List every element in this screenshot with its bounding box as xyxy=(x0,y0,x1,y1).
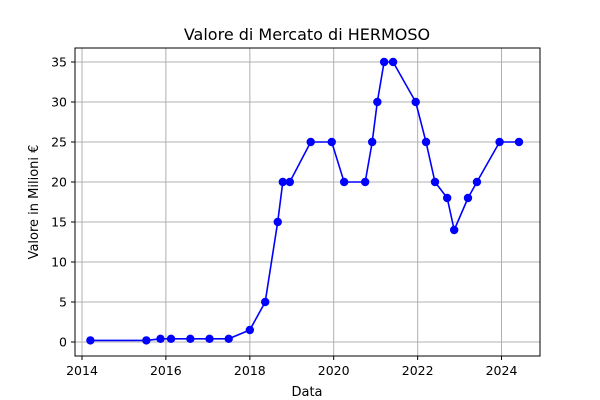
data-point xyxy=(224,334,233,343)
y-tick-label: 15 xyxy=(51,215,67,230)
data-point xyxy=(411,97,420,107)
x-tick-label: 2016 xyxy=(150,363,182,378)
data-point xyxy=(360,177,370,187)
y-axis-label: Valore in Milioni € xyxy=(27,145,42,260)
data-point xyxy=(430,177,440,187)
data-point xyxy=(261,297,270,307)
data-point xyxy=(278,177,288,187)
data-point xyxy=(449,225,459,235)
y-tick-label: 20 xyxy=(51,175,67,190)
data-point xyxy=(339,177,349,187)
data-point xyxy=(142,336,151,345)
x-tick-label: 2014 xyxy=(66,363,98,378)
axis-ticks: 2014 2016 2018 2020 2022 2024 0 5 10 15 20 25 30 35 xyxy=(51,55,517,379)
y-tick-label: 5 xyxy=(59,295,67,310)
y-tick-label: 10 xyxy=(51,255,67,270)
data-point xyxy=(495,137,504,147)
data-point xyxy=(442,193,452,203)
series-layer xyxy=(86,57,524,345)
data-point xyxy=(273,217,282,227)
x-tick-label: 2018 xyxy=(234,363,266,378)
y-tick-label: 35 xyxy=(51,55,67,70)
data-point xyxy=(514,137,524,147)
data-point xyxy=(166,334,176,343)
data-point xyxy=(472,177,482,187)
y-tick-label: 30 xyxy=(51,95,67,110)
data-point xyxy=(156,334,165,343)
y-tick-label: 25 xyxy=(51,135,67,150)
chart-title: Valore di Mercato di HERMOSO xyxy=(184,25,430,44)
x-tick-label: 2024 xyxy=(486,363,518,378)
data-point xyxy=(186,334,195,343)
x-axis-label: Data xyxy=(291,385,322,400)
data-point xyxy=(306,137,315,147)
data-point xyxy=(327,137,336,147)
grid xyxy=(75,48,540,356)
plot-frame xyxy=(74,47,541,357)
data-point xyxy=(205,334,214,343)
x-tick-label: 2020 xyxy=(318,363,350,378)
data-point xyxy=(421,137,431,147)
data-point xyxy=(463,193,473,203)
data-point xyxy=(245,325,255,335)
data-point xyxy=(373,97,382,107)
data-point xyxy=(367,137,377,147)
data-point xyxy=(388,57,398,67)
x-tick-label: 2022 xyxy=(402,363,434,378)
data-point xyxy=(379,57,389,67)
data-point xyxy=(285,177,295,187)
data-point xyxy=(86,336,95,345)
y-tick-label: 0 xyxy=(59,335,67,350)
